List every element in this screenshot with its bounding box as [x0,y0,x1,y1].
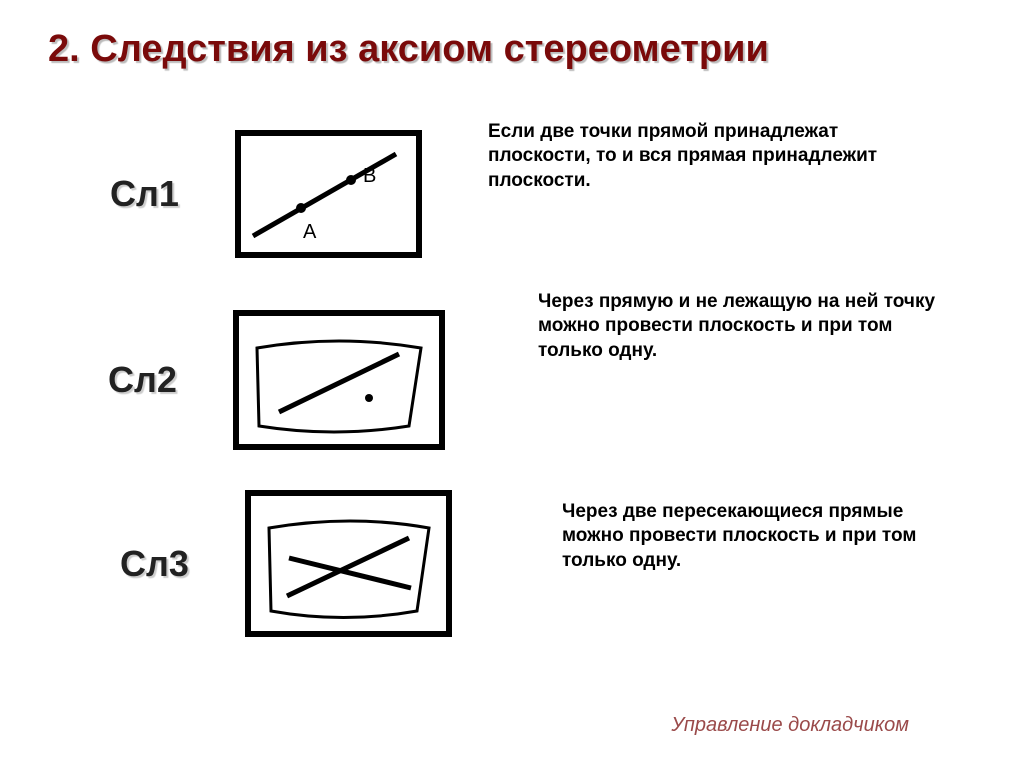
svg-text:A: A [303,221,317,243]
corollary-desc-1: Если две точки прямой принадлежат плоско… [488,120,888,193]
figure-box-1: A B [235,130,422,258]
plane-line-point-icon [239,316,439,444]
line-points-icon: A B [241,136,416,252]
figure-box-3 [245,490,452,637]
corollary-desc-2: Через прямую и не лежащую на ней точку м… [538,290,938,363]
figure-box-2 [233,310,445,450]
corollary-label-1: Сл1 [110,173,205,215]
corollary-row-1: Сл1 A B [110,130,422,258]
page-title: 2. Следствия из аксиом стереометрии [48,28,769,71]
footer-link[interactable]: Управление докладчиком [671,714,909,737]
svg-text:B: B [363,165,376,187]
corollary-label-3: Сл3 [120,543,215,585]
corollary-row-3: Сл3 [120,490,452,637]
plane-two-lines-icon [251,496,446,631]
corollary-label-2: Сл2 [108,359,203,401]
corollary-row-2: Сл2 [108,310,445,450]
corollary-desc-3: Через две пересекающиеся прямые можно пр… [562,500,962,573]
